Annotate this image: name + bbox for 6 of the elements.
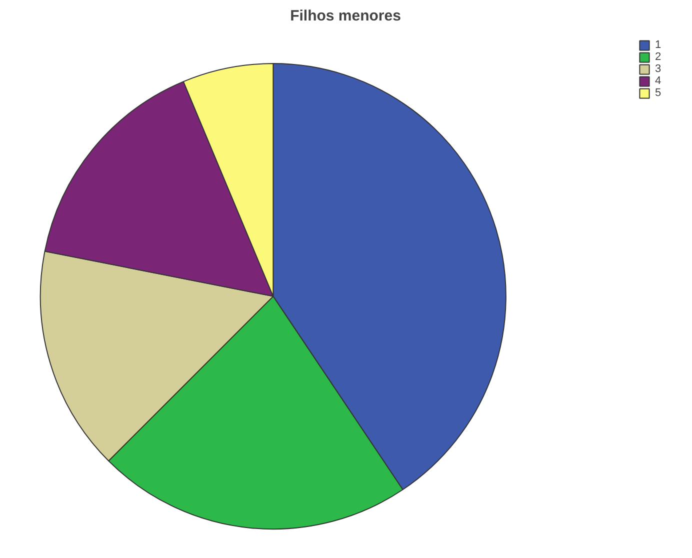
legend-label: 3 bbox=[655, 63, 662, 75]
legend-label: 5 bbox=[655, 87, 662, 99]
legend-label: 4 bbox=[655, 75, 662, 87]
chart-title: Filhos menores bbox=[290, 8, 401, 24]
legend-label: 2 bbox=[655, 51, 662, 63]
legend-label: 1 bbox=[655, 39, 662, 51]
